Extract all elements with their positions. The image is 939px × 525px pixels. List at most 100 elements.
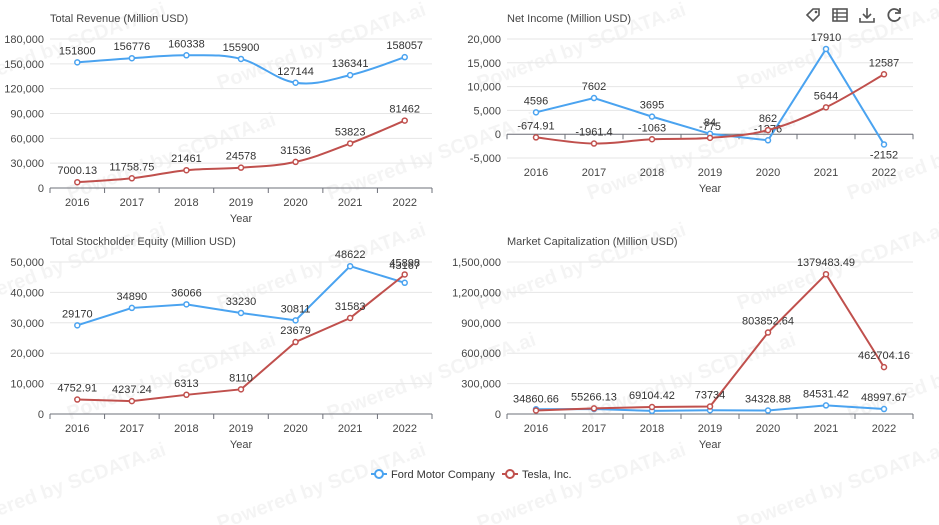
data-point-ford[interactable]	[764, 137, 772, 144]
data-point-tesla[interactable]	[128, 175, 136, 182]
y-tick-label: 10,000	[10, 379, 44, 391]
data-label-tesla: -775	[699, 121, 721, 133]
data-point-tesla[interactable]	[183, 166, 190, 174]
data-point-tesla[interactable]	[237, 386, 245, 393]
data-point-ford[interactable]	[346, 262, 354, 270]
data-point-ford[interactable]	[346, 71, 354, 79]
refresh-icon[interactable]	[885, 6, 903, 24]
data-point-ford[interactable]	[183, 301, 190, 308]
data-point-tesla[interactable]	[532, 134, 540, 141]
data-label-tesla: 11758.75	[109, 161, 154, 173]
data-view-icon[interactable]	[831, 6, 849, 24]
legend-item-tesla[interactable]: Tesla, Inc.	[502, 469, 572, 481]
data-label-tesla: 31536	[280, 145, 311, 157]
data-label-ford: 156776	[113, 41, 150, 53]
data-point-tesla[interactable]	[74, 396, 81, 403]
data-label-ford: 155900	[223, 42, 260, 54]
data-label-tesla: 73734	[695, 390, 726, 402]
y-tick-label: 20,000	[10, 348, 44, 360]
data-point-tesla[interactable]	[822, 104, 830, 111]
data-point-ford[interactable]	[764, 407, 772, 414]
data-point-tesla[interactable]	[648, 136, 656, 143]
legend: Ford Motor Company Tesla, Inc.	[371, 469, 572, 481]
data-label-tesla: 53823	[335, 126, 366, 138]
watermark-text: Powered by SCDATA.ai	[324, 329, 539, 425]
data-point-tesla[interactable]	[532, 407, 540, 414]
data-label-tesla: 24578	[226, 151, 257, 163]
data-point-tesla[interactable]	[401, 271, 408, 278]
data-point-tesla[interactable]	[346, 314, 354, 322]
data-point-tesla[interactable]	[590, 140, 598, 147]
data-point-ford[interactable]	[183, 52, 190, 59]
data-point-tesla[interactable]	[401, 117, 408, 124]
x-tick-label: 2019	[229, 197, 253, 209]
data-label-ford: 48997.67	[861, 392, 907, 404]
data-point-tesla[interactable]	[880, 71, 888, 78]
y-tick-label: 10,000	[467, 82, 501, 94]
y-tick-label: 0	[495, 129, 501, 141]
data-label-tesla: 4752.91	[57, 383, 97, 395]
data-point-ford[interactable]	[237, 55, 245, 63]
x-tick-label: 2020	[283, 197, 307, 209]
x-tick-label: 2020	[283, 423, 307, 435]
data-point-tesla[interactable]	[706, 403, 714, 410]
x-tick-label: 2018	[640, 423, 664, 435]
y-tick-label: 50,000	[10, 257, 44, 269]
legend-item-ford[interactable]: Ford Motor Company	[371, 469, 495, 481]
data-point-tesla[interactable]	[346, 140, 354, 147]
data-point-ford[interactable]	[590, 94, 598, 102]
data-label-ford: 158057	[386, 40, 423, 52]
data-point-tesla[interactable]	[237, 164, 245, 171]
data-point-ford[interactable]	[880, 405, 888, 413]
data-label-ford: 3695	[640, 100, 664, 112]
data-point-ford[interactable]	[74, 322, 81, 329]
data-point-tesla[interactable]	[822, 270, 830, 278]
data-point-tesla[interactable]	[128, 397, 136, 405]
x-axis-name: Year	[230, 439, 253, 451]
y-tick-label: 150,000	[4, 59, 44, 71]
x-tick-label: 2017	[582, 423, 606, 435]
data-point-tesla[interactable]	[764, 126, 772, 134]
data-point-ford[interactable]	[880, 141, 888, 148]
x-tick-label: 2020	[756, 167, 780, 179]
data-point-ford[interactable]	[128, 304, 136, 312]
tag-icon[interactable]	[804, 6, 822, 24]
x-tick-label: 2022	[392, 197, 416, 209]
chart-panel-1: Total Revenue (Million USD) 0 30,000 60,000…	[4, 13, 433, 225]
x-axis-name: Year	[230, 213, 253, 225]
data-point-ford[interactable]	[128, 54, 136, 62]
data-point-tesla[interactable]	[764, 329, 772, 336]
data-point-ford[interactable]	[822, 45, 830, 53]
chart-title: Total Revenue (Million USD)	[50, 13, 188, 25]
data-label-tesla: -674.91	[517, 120, 554, 132]
data-point-ford[interactable]	[74, 59, 81, 66]
data-point-tesla[interactable]	[880, 363, 888, 371]
y-tick-label: 1,500,000	[452, 257, 501, 269]
data-point-ford[interactable]	[648, 113, 656, 120]
data-point-tesla[interactable]	[183, 391, 190, 399]
data-point-ford[interactable]	[401, 279, 408, 287]
data-point-ford[interactable]	[292, 79, 299, 87]
data-point-ford[interactable]	[532, 109, 540, 116]
data-point-tesla[interactable]	[648, 403, 656, 411]
x-tick-label: 2021	[814, 167, 838, 179]
x-axis-name: Year	[699, 183, 722, 195]
y-tick-label: 40,000	[10, 287, 44, 299]
data-point-ford[interactable]	[401, 53, 408, 61]
data-point-tesla[interactable]	[292, 338, 299, 346]
data-point-ford[interactable]	[237, 309, 245, 317]
download-icon[interactable]	[858, 6, 876, 24]
chart-title: Total Stockholder Equity (Million USD)	[50, 236, 236, 248]
data-point-ford[interactable]	[292, 317, 299, 324]
x-tick-label: 2021	[814, 423, 838, 435]
data-label-ford: 34328.88	[745, 394, 791, 406]
data-point-tesla[interactable]	[590, 405, 598, 412]
x-axis-name: Year	[699, 439, 722, 451]
data-point-tesla[interactable]	[706, 134, 714, 142]
data-point-tesla[interactable]	[74, 178, 81, 186]
data-point-tesla[interactable]	[292, 158, 299, 166]
watermark-text: Powered by SCDATA.ai	[214, 439, 429, 525]
data-label-ford: 160338	[168, 38, 205, 50]
chart-panel-3: Total Stockholder Equity (Million USD) 0 1…	[10, 236, 433, 451]
data-point-ford[interactable]	[822, 402, 830, 409]
